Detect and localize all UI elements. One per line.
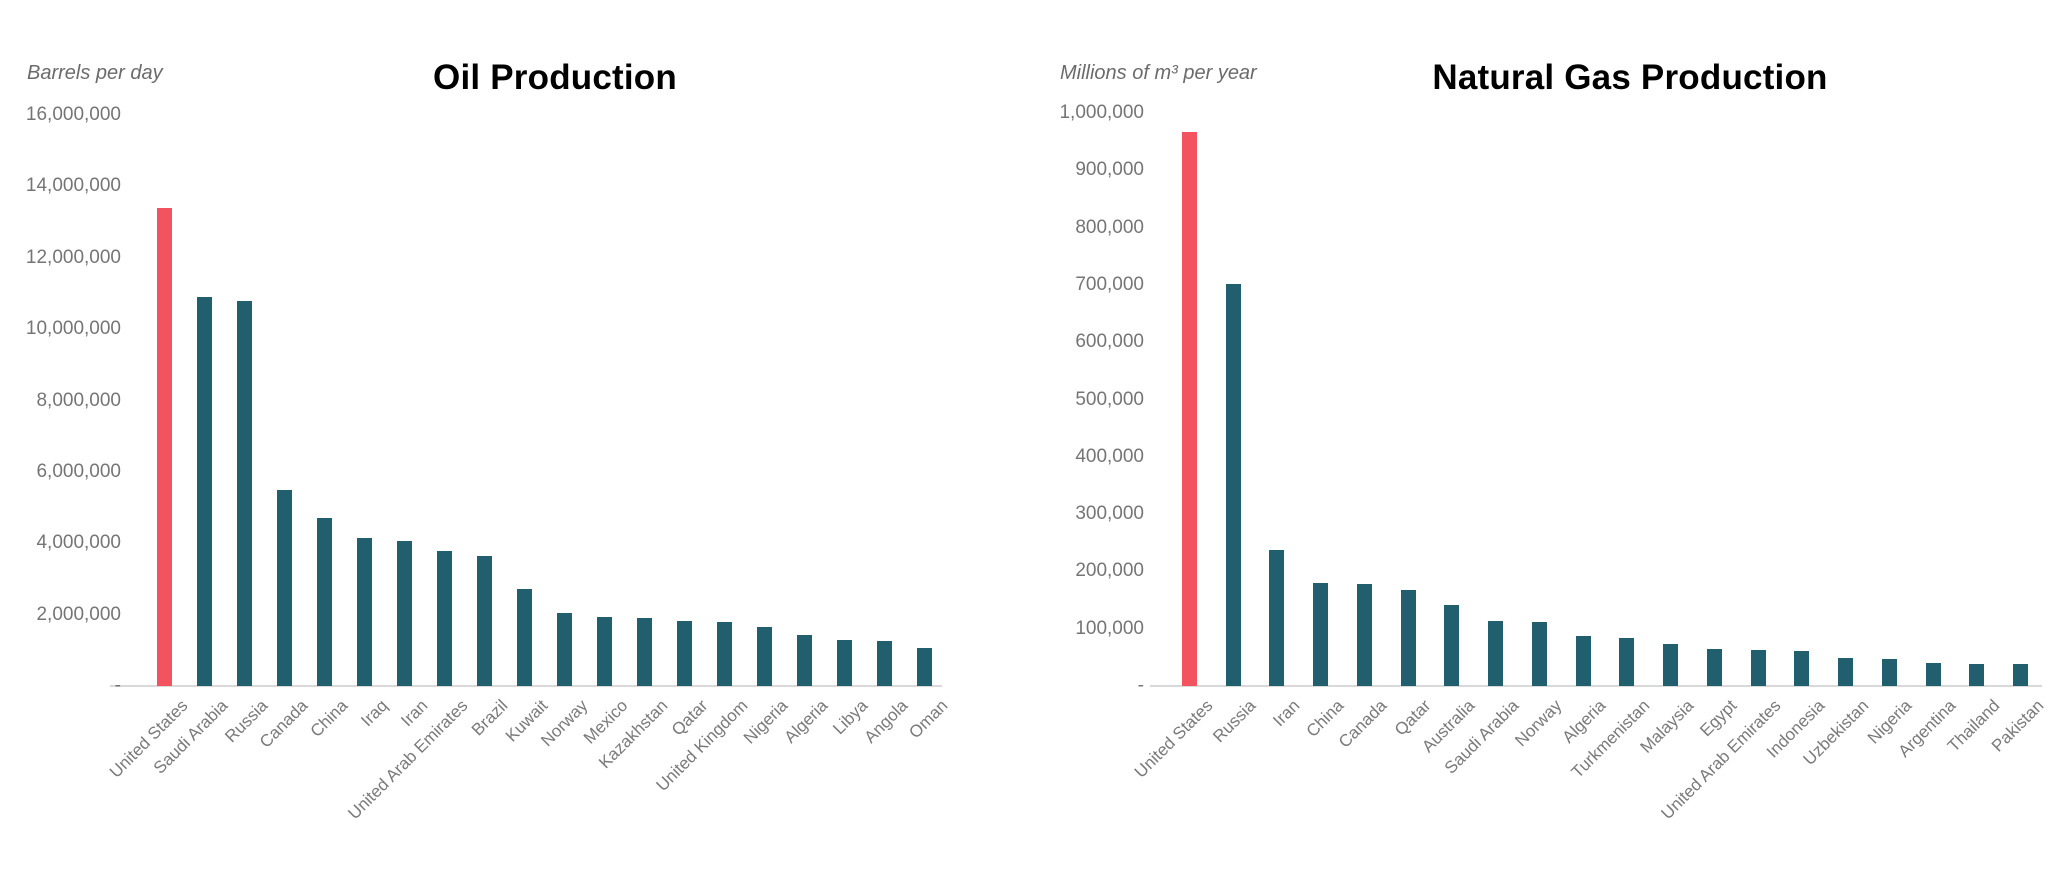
- y-tick-label: 600,000: [1075, 331, 1144, 353]
- y-tick-label: 2,000,000: [36, 603, 121, 625]
- bar: [677, 620, 692, 686]
- y-tick-label: 14,000,000: [25, 175, 121, 197]
- y-tick-label: 6,000,000: [36, 460, 121, 482]
- bar: [1356, 584, 1372, 686]
- bar: [797, 634, 812, 686]
- y-tick-label: 900,000: [1075, 159, 1144, 181]
- bar: [717, 621, 732, 686]
- bar: [1182, 131, 1197, 686]
- bar: [1969, 663, 1985, 686]
- bar: [1619, 638, 1635, 686]
- bar: [357, 537, 372, 686]
- y-tick-label: 500,000: [1075, 388, 1144, 410]
- y-tick-label: 700,000: [1075, 273, 1144, 295]
- x-axis-line: [1150, 685, 2042, 687]
- y-tick-label: 100,000: [1075, 617, 1144, 639]
- y-tick-label: 200,000: [1075, 560, 1144, 582]
- bar: [317, 518, 332, 686]
- bar: [237, 300, 252, 686]
- bar: [597, 617, 612, 686]
- y-tick-label: -: [114, 675, 121, 696]
- bar: [517, 588, 532, 686]
- y-tick-label: 400,000: [1075, 445, 1144, 467]
- bar: [1838, 657, 1854, 686]
- bar: [1575, 635, 1591, 686]
- y-tick-label: 8,000,000: [36, 389, 121, 411]
- bar: [1444, 604, 1460, 686]
- y-axis-unit-label: Millions of m³ per year: [1060, 62, 1257, 84]
- bar: [1225, 284, 1241, 686]
- bar: [2013, 664, 2029, 686]
- y-tick-label: 4,000,000: [36, 532, 121, 554]
- bar: [397, 541, 412, 686]
- bar: [1706, 648, 1722, 686]
- chart-title: Natural Gas Production: [1432, 58, 1828, 97]
- bar: [477, 556, 492, 686]
- bar: [637, 617, 652, 686]
- y-tick-label: 10,000,000: [25, 318, 121, 340]
- x-axis-line: [110, 685, 942, 687]
- bar: [157, 207, 172, 686]
- y-axis-unit-label: Barrels per day: [27, 62, 163, 84]
- bar: [1313, 583, 1329, 686]
- bar: [1663, 643, 1679, 686]
- bar: [1750, 650, 1766, 686]
- chart-title: Oil Production: [433, 58, 677, 97]
- bar: [1488, 621, 1504, 686]
- bar: [1925, 662, 1941, 686]
- bar: [837, 640, 852, 686]
- bar: [277, 489, 292, 686]
- y-tick-label: 800,000: [1075, 216, 1144, 238]
- bar: [437, 551, 452, 686]
- y-tick-label: 1,000,000: [1059, 102, 1144, 123]
- bar: [1400, 590, 1416, 686]
- bar: [1881, 659, 1897, 686]
- bar: [877, 641, 892, 686]
- bar: [1269, 549, 1285, 686]
- bar: [197, 297, 212, 686]
- bar: [557, 613, 572, 686]
- y-tick-label: 12,000,000: [25, 246, 121, 268]
- y-tick-label: -: [1137, 675, 1144, 696]
- y-tick-label: 300,000: [1075, 503, 1144, 525]
- bar: [1531, 622, 1547, 686]
- bar: [757, 626, 772, 686]
- bar: [1794, 651, 1810, 686]
- bar: [917, 648, 932, 686]
- dual-production-charts: Barrels per day Oil Production 16,000,00…: [25, 58, 2047, 823]
- y-tick-label: 16,000,000: [25, 104, 121, 125]
